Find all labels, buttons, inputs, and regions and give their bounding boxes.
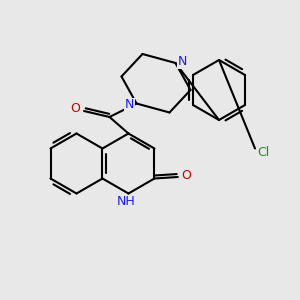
Text: N: N bbox=[125, 98, 135, 112]
Text: N: N bbox=[177, 55, 187, 68]
Text: NH: NH bbox=[117, 195, 135, 208]
Text: O: O bbox=[71, 102, 80, 115]
Text: O: O bbox=[181, 169, 191, 182]
Text: Cl: Cl bbox=[257, 146, 269, 159]
